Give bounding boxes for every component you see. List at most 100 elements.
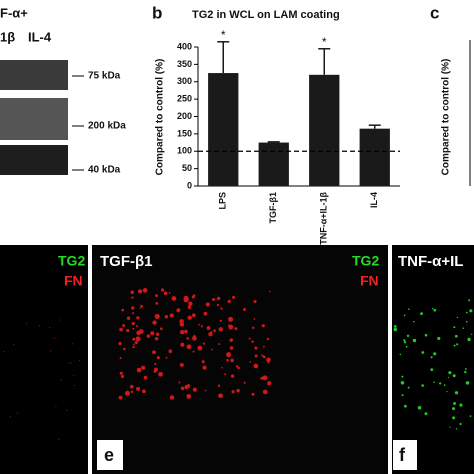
red-dot (262, 355, 266, 359)
red-dot (119, 327, 123, 332)
red-dot (58, 438, 60, 441)
green-dot (430, 368, 434, 372)
red-dot (154, 367, 158, 372)
red-dot (188, 384, 191, 387)
red-dot (48, 326, 51, 329)
stain-label: TG2 (58, 253, 85, 269)
red-dot (204, 389, 207, 392)
red-dot (221, 366, 224, 369)
green-dot (464, 370, 467, 374)
red-dot (218, 343, 221, 346)
red-dot (152, 350, 156, 355)
red-dot (187, 305, 192, 309)
red-dot (193, 334, 196, 338)
green-dot (465, 381, 470, 385)
red-dot (261, 324, 265, 328)
red-dot (168, 349, 173, 354)
red-dot (164, 314, 169, 319)
red-dot (132, 337, 136, 341)
blot-header: F-α+ (0, 5, 28, 20)
red-dot (254, 346, 258, 350)
red-dot (140, 304, 143, 308)
red-dot (184, 329, 188, 334)
green-dot (431, 307, 434, 310)
red-dot (251, 392, 255, 396)
red-dot (178, 381, 181, 384)
red-dot (129, 384, 134, 389)
significance: * (221, 28, 226, 42)
red-dot (229, 346, 234, 350)
green-dot (452, 374, 456, 378)
red-dot (266, 357, 271, 363)
green-dot (404, 404, 407, 408)
green-dot (420, 312, 423, 316)
red-dot (120, 374, 125, 379)
green-dot (465, 368, 467, 370)
red-dot (119, 371, 123, 375)
green-dot (401, 394, 404, 397)
marker-label: 75 kDa (88, 71, 121, 82)
red-dot (55, 405, 57, 407)
red-dot (176, 308, 181, 313)
red-dot (261, 354, 264, 357)
green-dot (459, 422, 462, 426)
red-dot (218, 393, 223, 399)
red-dot (155, 302, 159, 305)
red-dot (133, 343, 135, 346)
panel-letter: e (104, 445, 114, 465)
red-dot (136, 386, 141, 391)
red-dot (218, 327, 223, 332)
green-dot (437, 336, 441, 340)
x-tick-label: LPS (218, 192, 228, 210)
red-dot (212, 297, 216, 302)
red-dot (152, 321, 156, 325)
red-dot (243, 308, 246, 312)
green-dot (403, 339, 406, 342)
red-dot (131, 322, 135, 326)
red-dot (130, 390, 134, 394)
red-dot (210, 331, 213, 334)
green-dot (456, 316, 459, 319)
green-dot (401, 375, 404, 378)
green-dot (430, 356, 433, 359)
green-dot (406, 334, 410, 338)
y-tick-label: 50 (182, 163, 192, 173)
red-dot (135, 336, 141, 342)
red-dot (154, 337, 159, 341)
bar (309, 74, 340, 186)
image-title: TGF-β1 (100, 253, 153, 270)
red-dot (188, 301, 193, 306)
red-dot (217, 384, 221, 387)
green-dot (446, 390, 448, 393)
green-dot (408, 308, 410, 310)
red-dot (25, 322, 28, 324)
red-dot (186, 393, 192, 399)
y-tick-label: 0 (187, 180, 192, 190)
green-dot (462, 327, 464, 329)
green-dot (433, 352, 437, 356)
red-dot (155, 332, 160, 336)
red-dot (121, 308, 125, 312)
red-dot (180, 342, 185, 347)
bar (208, 73, 239, 186)
red-dot (231, 390, 235, 394)
red-dot (123, 347, 126, 351)
red-dot (248, 337, 251, 340)
red-dot (169, 313, 174, 318)
green-dot (459, 403, 463, 407)
red-dot (229, 338, 234, 342)
red-dot (227, 324, 230, 327)
y-tick-label: 100 (177, 146, 192, 156)
y-tick-label: 150 (177, 128, 192, 138)
red-dot (160, 327, 163, 331)
green-dot (453, 402, 456, 405)
stain-label: FN (360, 273, 379, 289)
x-tick-label: TNF-α+IL-1β (319, 192, 329, 245)
y-tick-label: 400 (177, 41, 192, 51)
stain-dots (3, 288, 473, 441)
green-dot (421, 384, 424, 387)
red-dot (169, 395, 175, 400)
blot-band (0, 98, 68, 140)
red-dot (228, 316, 234, 322)
red-dot (126, 328, 130, 333)
